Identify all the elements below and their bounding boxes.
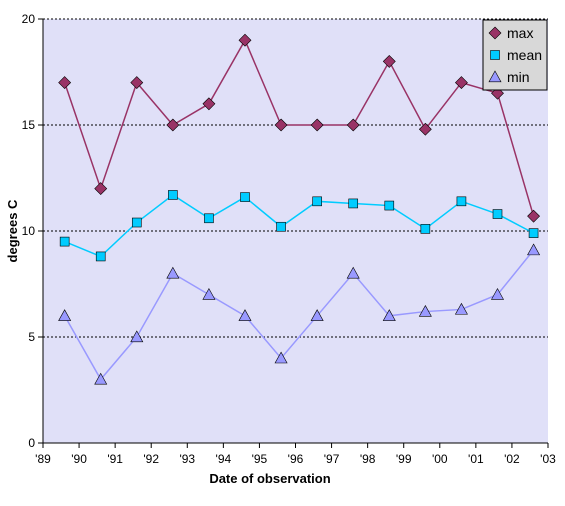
data-point-min bbox=[454, 302, 468, 315]
y-tick-label: 5 bbox=[28, 330, 35, 344]
data-point-min bbox=[382, 309, 396, 321]
data-point-max bbox=[130, 76, 144, 90]
data-point-max bbox=[527, 209, 540, 223]
x-tick-label: '91 bbox=[107, 452, 123, 466]
x-tick-label: '00 bbox=[432, 452, 448, 466]
x-tick-label: '03 bbox=[540, 452, 556, 466]
legend-item-mean: mean bbox=[490, 47, 542, 63]
data-point-min bbox=[58, 309, 72, 321]
data-point-max bbox=[274, 118, 288, 132]
x-tick-label: '92 bbox=[143, 452, 159, 466]
data-point-min bbox=[274, 351, 288, 364]
x-tick-label: '99 bbox=[396, 452, 412, 466]
data-point-min bbox=[202, 287, 216, 300]
data-point-max bbox=[382, 54, 396, 68]
data-point-max bbox=[58, 76, 72, 90]
data-point-mean bbox=[131, 217, 142, 228]
series-max-line bbox=[63, 38, 535, 217]
data-point-mean bbox=[59, 236, 70, 247]
x-tick-label: '94 bbox=[216, 452, 232, 466]
data-point-min bbox=[527, 243, 541, 256]
x-tick-label: '90 bbox=[71, 452, 87, 466]
data-point-max bbox=[310, 118, 324, 132]
x-tick-label: '01 bbox=[468, 452, 484, 466]
series-min-line bbox=[63, 249, 535, 381]
x-axis-ticks: '89 '90 '91 '92 '93 '94 '95 '96 '97 '98 '99 '00 '01 '… bbox=[35, 443, 556, 466]
data-point-mean bbox=[276, 221, 286, 232]
data-point-max bbox=[202, 97, 216, 111]
data-point-min bbox=[418, 304, 432, 317]
x-tick-label: '93 bbox=[179, 452, 195, 466]
y-tick-label: 0 bbox=[28, 436, 35, 450]
data-point-mean bbox=[384, 200, 395, 211]
x-tick-label: '96 bbox=[288, 452, 304, 466]
data-point-max bbox=[238, 33, 252, 47]
legend: max mean min bbox=[482, 19, 548, 91]
data-point-min bbox=[490, 287, 505, 300]
x-tick-label: '89 bbox=[35, 452, 51, 466]
data-point-min bbox=[130, 330, 144, 343]
y-axis-ticks: 0 5 10 15 20 bbox=[22, 12, 43, 450]
data-point-mean bbox=[492, 209, 503, 219]
series-min bbox=[58, 243, 541, 385]
x-tick-label: '97 bbox=[324, 452, 340, 466]
legend-label-mean: mean bbox=[507, 47, 542, 63]
data-point-max bbox=[94, 182, 108, 196]
y-axis-title: degrees C bbox=[5, 199, 20, 262]
x-axis-title: Date of observation bbox=[209, 471, 330, 486]
data-point-min bbox=[310, 309, 324, 321]
data-point-mean bbox=[420, 224, 431, 234]
data-point-mean bbox=[312, 196, 322, 207]
data-point-max bbox=[166, 118, 180, 132]
data-point-min bbox=[94, 372, 108, 385]
data-point-min bbox=[346, 266, 360, 279]
data-point-max bbox=[418, 122, 432, 136]
data-point-mean bbox=[456, 196, 467, 207]
legend-item-max: max bbox=[488, 25, 533, 41]
series-layer bbox=[58, 33, 541, 385]
data-point-max bbox=[346, 118, 360, 132]
y-tick-label: 15 bbox=[22, 118, 36, 132]
data-point-min bbox=[238, 309, 252, 321]
y-tick-label: 10 bbox=[22, 224, 36, 238]
series-mean-line bbox=[64, 194, 534, 258]
x-tick-label: '02 bbox=[504, 452, 520, 466]
legend-marker-max bbox=[488, 26, 502, 40]
y-tick-label: 20 bbox=[22, 12, 36, 26]
data-point-mean bbox=[95, 251, 106, 262]
series-mean bbox=[59, 190, 539, 262]
legend-label-max: max bbox=[507, 25, 533, 41]
data-point-max bbox=[455, 76, 468, 90]
legend-item-min: min bbox=[488, 69, 530, 85]
x-tick-label: '98 bbox=[360, 452, 376, 466]
series-max bbox=[58, 33, 540, 223]
data-point-mean bbox=[240, 192, 250, 202]
legend-marker-min bbox=[488, 70, 502, 83]
data-point-mean bbox=[348, 198, 359, 209]
legend-marker-mean bbox=[490, 50, 500, 60]
legend-label-min: min bbox=[507, 69, 530, 85]
data-point-mean bbox=[168, 190, 178, 200]
data-point-mean bbox=[528, 228, 539, 238]
data-point-min bbox=[166, 266, 180, 279]
data-point-mean bbox=[204, 213, 214, 224]
x-tick-label: '95 bbox=[252, 452, 268, 466]
